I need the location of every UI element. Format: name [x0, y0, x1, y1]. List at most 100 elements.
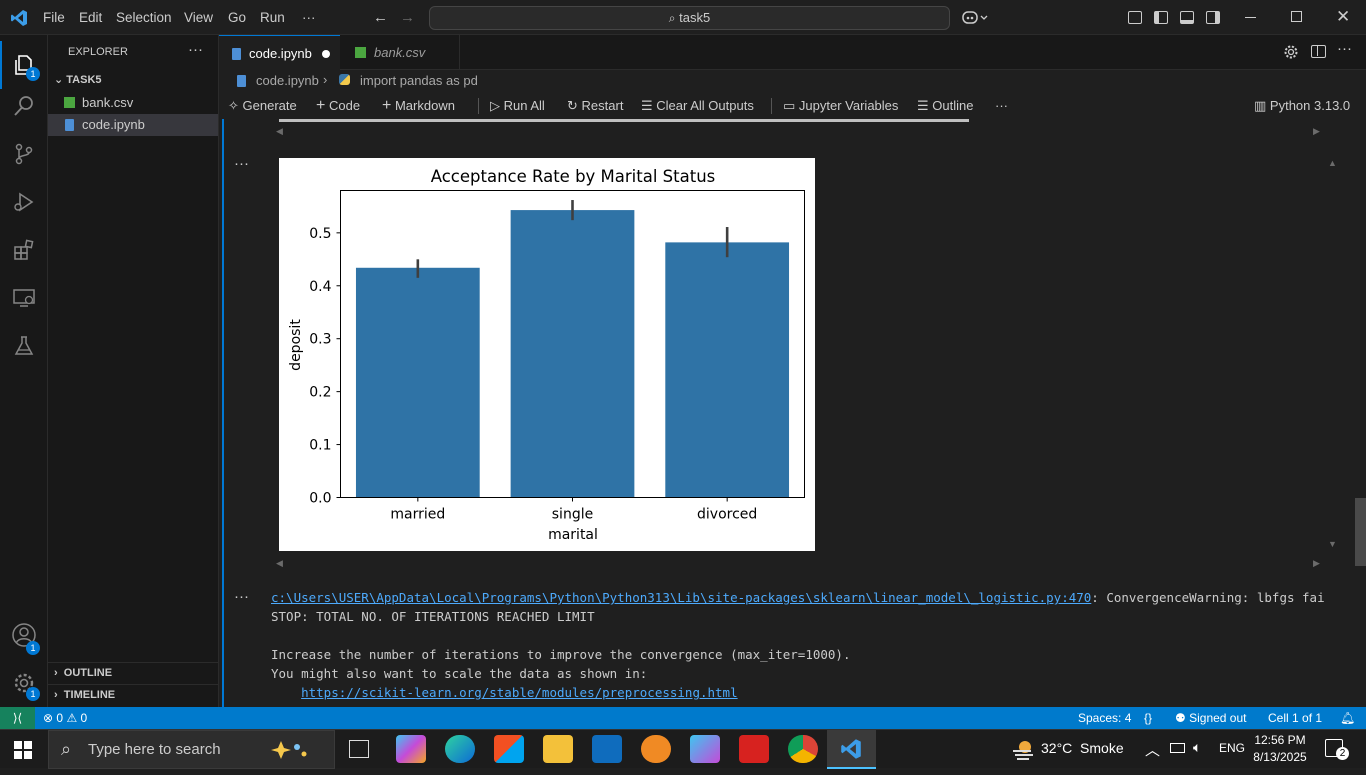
traceback-file-link[interactable]: c:\Users\USER\AppData\Local\Programs\Pyt…: [271, 590, 1092, 605]
menu-more[interactable]: ···: [302, 10, 316, 25]
add-markdown-button[interactable]: + Markdown: [382, 97, 455, 114]
remote-explorer-icon[interactable]: [0, 274, 48, 322]
outline-section[interactable]: › OUTLINE: [54, 667, 113, 679]
command-center-search[interactable]: ⌕ task5: [429, 6, 950, 30]
run-debug-icon[interactable]: [0, 178, 48, 226]
toggle-bottom-panel-icon[interactable]: [1180, 11, 1194, 24]
extensions-icon[interactable]: [0, 226, 48, 274]
volume-icon[interactable]: 🔈︎: [1193, 739, 1202, 755]
battery-icon[interactable]: [1170, 743, 1185, 753]
kernel-picker[interactable]: ▥ Python 3.13.0: [1254, 98, 1351, 113]
run-all-button[interactable]: ▷ Run All: [490, 98, 545, 113]
menu-run[interactable]: Run: [260, 10, 285, 25]
scroll-down-icon[interactable]: ▼: [1328, 539, 1337, 549]
clear-outputs-button[interactable]: ☰ Clear All Outputs: [641, 98, 754, 113]
file-item-code-ipynb[interactable]: code.ipynb: [48, 114, 218, 136]
folder-task5[interactable]: ⌄ TASK5: [54, 74, 102, 86]
timeline-section[interactable]: › TIMELINE: [54, 689, 116, 701]
copilot-app-icon[interactable]: [396, 735, 426, 763]
cell-output-text: c:\Users\USER\AppData\Local\Programs\Pyt…: [271, 588, 1325, 702]
problems-indicator[interactable]: ⊗ 0 ⚠ 0: [43, 711, 88, 725]
taskbar-search[interactable]: ⌕ Type here to search: [48, 730, 335, 769]
menu-selection[interactable]: Selection: [116, 10, 172, 25]
accounts-icon[interactable]: 1: [0, 611, 48, 659]
bell-icon[interactable]: 🔔︎: [1340, 711, 1356, 725]
more-actions-icon[interactable]: ···: [995, 98, 1008, 113]
tab-bank-csv[interactable]: bank.csv: [340, 35, 460, 70]
notebook-file-icon: [237, 75, 246, 87]
vertical-scrollbar-thumb[interactable]: [1355, 498, 1366, 566]
copilot-icon[interactable]: [962, 10, 988, 26]
more-actions-icon[interactable]: ···: [1337, 40, 1352, 57]
outline-button[interactable]: ☰ Outline: [917, 98, 974, 113]
add-code-button[interactable]: + Code: [316, 97, 361, 114]
toggle-panel-icon[interactable]: [1128, 11, 1142, 24]
restart-icon: ↻: [567, 98, 578, 113]
horizontal-scrollbar[interactable]: [279, 119, 969, 122]
restore-icon[interactable]: [1291, 11, 1302, 22]
output-actions-icon[interactable]: ···: [234, 155, 249, 172]
jupyter-variables-button[interactable]: ▭ Jupyter Variables: [783, 98, 899, 113]
task-view-icon[interactable]: [349, 740, 369, 758]
chevron-up-icon[interactable]: ︿: [1145, 742, 1161, 759]
cell-indicator[interactable]: Cell 1 of 1: [1268, 711, 1323, 725]
search-placeholder: Type here to search: [88, 741, 221, 758]
generate-button[interactable]: ✧ Generate: [228, 98, 297, 113]
remote-indicator-icon[interactable]: ⟩⟨: [0, 707, 35, 729]
indentation-indicator[interactable]: Spaces: 4: [1078, 711, 1132, 725]
manage-gear-icon[interactable]: 1: [0, 659, 48, 707]
clock[interactable]: 12:56 PM 8/13/2025: [1250, 732, 1310, 766]
toggle-secondary-sidebar-icon[interactable]: [1206, 11, 1220, 24]
brave-browser-icon[interactable]: [641, 735, 671, 763]
split-editor-icon[interactable]: [1311, 45, 1326, 58]
minimize-icon[interactable]: [1245, 17, 1256, 18]
forward-arrow-icon[interactable]: →: [400, 9, 415, 26]
scroll-right-icon[interactable]: ▶: [1313, 126, 1320, 136]
search-activity-icon[interactable]: [0, 82, 48, 130]
scroll-right-icon[interactable]: ▶: [1313, 558, 1320, 568]
scroll-up-icon[interactable]: ▲: [1328, 158, 1337, 168]
restart-button[interactable]: ↻ Restart: [567, 98, 624, 113]
scroll-left-icon[interactable]: ◀: [276, 558, 283, 568]
chrome-browser-icon[interactable]: [788, 735, 818, 763]
docs-link[interactable]: https://scikit-learn.org/stable/modules/…: [301, 685, 738, 700]
more-actions-icon[interactable]: ···: [188, 41, 203, 58]
menu-view[interactable]: View: [184, 10, 214, 25]
plot-frame: [340, 190, 805, 498]
breadcrumb-symbol[interactable]: import pandas as pd: [360, 73, 478, 88]
menu-file[interactable]: File: [43, 10, 65, 25]
language-indicator[interactable]: ENG: [1219, 741, 1246, 755]
signed-out-indicator[interactable]: ⚉ Signed out: [1175, 711, 1247, 725]
warning-line: Increase the number of iterations to imp…: [271, 647, 851, 662]
explorer-icon[interactable]: 1: [0, 41, 48, 89]
unsaved-dot-icon[interactable]: [322, 50, 330, 58]
testing-flask-icon[interactable]: [0, 322, 48, 370]
output-actions-icon[interactable]: ···: [234, 588, 249, 605]
microsoft-365-icon[interactable]: [690, 735, 720, 763]
file-item-bank-csv[interactable]: bank.csv: [48, 92, 218, 114]
weather-text[interactable]: 32°C Smoke: [1041, 740, 1124, 756]
gear-icon[interactable]: [1283, 44, 1299, 63]
windows-start-icon[interactable]: [14, 741, 32, 762]
toggle-primary-sidebar-icon[interactable]: [1154, 11, 1168, 24]
back-arrow-icon[interactable]: ←: [373, 9, 388, 26]
menu-go[interactable]: Go: [228, 10, 247, 25]
close-icon[interactable]: ✕: [1336, 7, 1351, 26]
microsoft-store-icon[interactable]: [494, 735, 524, 763]
edge-browser-icon[interactable]: [445, 735, 475, 763]
vscode-taskbar-button[interactable]: [827, 730, 876, 769]
weather-icon[interactable]: [1011, 738, 1035, 760]
file-explorer-icon[interactable]: [543, 735, 573, 763]
notebook-toolbar: ✧ Generate + Code + Markdown ▷ Run All ↻…: [219, 92, 1366, 119]
braces-icon[interactable]: {}: [1144, 711, 1153, 725]
source-control-icon[interactable]: [0, 130, 48, 178]
title-bar: File Edit Selection View Go Run ··· ← → …: [0, 0, 1366, 35]
notification-badge: 2: [1336, 747, 1349, 760]
wps-office-icon[interactable]: [739, 735, 769, 763]
menu-edit[interactable]: Edit: [79, 10, 103, 25]
scroll-left-icon[interactable]: ◀: [276, 126, 283, 136]
tab-code-ipynb[interactable]: code.ipynb: [219, 35, 340, 70]
outlook-icon[interactable]: [592, 735, 622, 763]
breadcrumb-file[interactable]: code.ipynb: [256, 73, 319, 88]
file-label: code.ipynb: [82, 117, 145, 132]
